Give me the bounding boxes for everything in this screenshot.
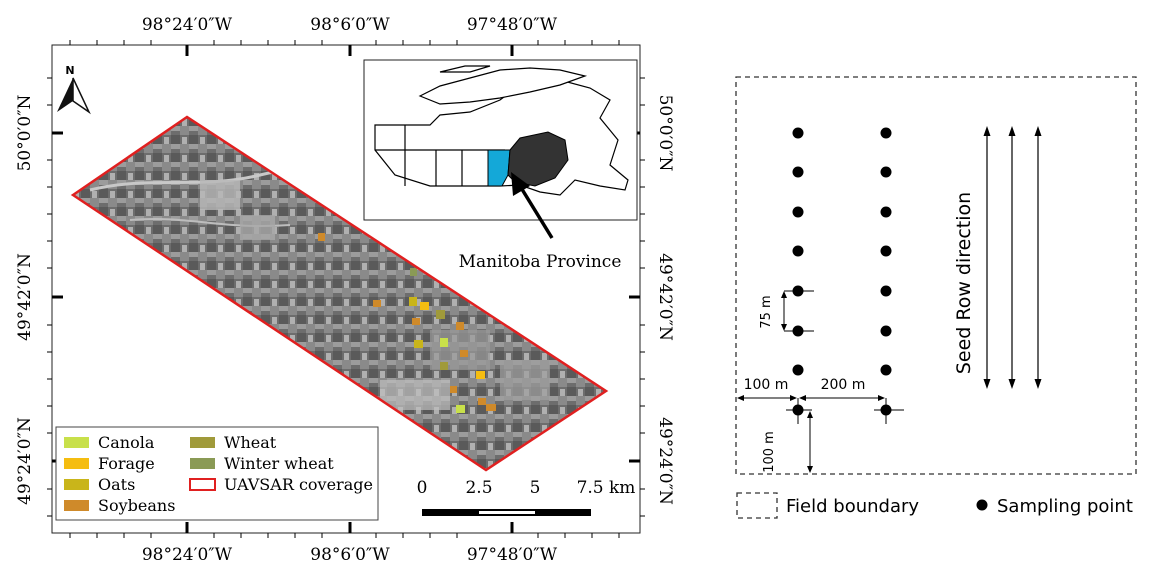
- sampling-point: [880, 325, 892, 337]
- inset-arrow-line: [518, 185, 554, 239]
- map-legend: Canola Forage Oats Soybeans Wheat Winter whea…: [55, 426, 379, 521]
- sampling-point: [880, 285, 892, 297]
- legend-boundary-label: Field boundary: [786, 496, 919, 517]
- manitoba-highlight: [487, 149, 511, 187]
- sampling-point: [792, 166, 804, 178]
- field-boundary-rect: [735, 76, 1137, 475]
- legend-swatch: [190, 437, 215, 448]
- scalebar-label-2: 5: [530, 478, 541, 498]
- legend-label: Oats: [98, 475, 135, 494]
- legend-point-swatch: [976, 499, 988, 511]
- legend-swatch: [64, 479, 89, 490]
- sampling-point: [880, 206, 892, 218]
- seed-row-arrowheads: [983, 126, 1042, 389]
- lat-label-right-1: 50°0′0″N: [655, 95, 675, 172]
- sampling-points-col2: [880, 127, 892, 416]
- uavsar-coverage-outline: [70, 115, 609, 472]
- map-frame-ticks: [47, 40, 645, 538]
- scalebar-label-3: 7.5 km: [577, 478, 636, 498]
- sampling-point: [792, 206, 804, 218]
- north-label: N: [65, 64, 74, 77]
- legend-swatch: [64, 500, 89, 511]
- legend-label: Forage: [98, 454, 155, 473]
- lat-label-left-2: 49°42′0″N: [15, 253, 35, 341]
- legend-swatch: [64, 458, 89, 469]
- lat-label-right-2: 49°42′0″N: [655, 253, 675, 341]
- scalebar-segment: [479, 511, 535, 514]
- sampling-points-col1: [792, 127, 804, 416]
- legend-label: Wheat: [224, 433, 277, 452]
- north-arrow-icon: N: [57, 64, 91, 115]
- legend-label: UAVSAR coverage: [224, 475, 373, 494]
- inset-label: Manitoba Province: [459, 252, 622, 272]
- scale-bar: 0 2.5 5 7.5 km: [417, 478, 636, 516]
- sampling-point: [880, 245, 892, 257]
- lon-label-top-3: 97°48′0″W: [467, 15, 558, 35]
- sampling-point: [792, 127, 804, 139]
- lon-label-top-1: 98°24′0″W: [142, 15, 233, 35]
- legend-boundary-swatch: [736, 492, 778, 519]
- legend-swatch: [64, 437, 89, 448]
- sampling-point: [792, 364, 804, 376]
- lat-label-right-3: 49°24′0″N: [655, 417, 675, 505]
- scalebar-label-1: 2.5: [465, 478, 492, 498]
- legend-label: Winter wheat: [224, 454, 334, 473]
- dimension-lines: [738, 290, 904, 472]
- legend-point-label: Sampling point: [997, 496, 1133, 517]
- inset-arrow-head: [511, 172, 530, 196]
- seed-row-label: Seed Row direction: [953, 192, 975, 374]
- sampling-point: [880, 127, 892, 139]
- lat-label-left-1: 50°0′0″N: [15, 94, 35, 171]
- dim-100-h-label: 100 m: [744, 377, 789, 393]
- map-major-ticks: [52, 45, 640, 533]
- dim-200-label: 200 m: [821, 377, 866, 393]
- dim-100-v-label: 100 m: [762, 431, 777, 473]
- ontario-region: [507, 131, 569, 187]
- dimension-arrowheads: [737, 291, 885, 473]
- inset-map: [363, 59, 638, 239]
- legend-box: [55, 426, 379, 521]
- crop-patches: [318, 233, 496, 413]
- sampling-point: [792, 245, 804, 257]
- legend-label: Canola: [98, 433, 155, 452]
- sampling-point: [880, 166, 892, 178]
- lon-label-bottom-2: 98°6′0″W: [310, 545, 390, 565]
- seed-row-arrows: [986, 130, 1039, 385]
- canada-outline: [374, 65, 629, 196]
- legend-swatch: [189, 478, 216, 491]
- lat-label-left-3: 49°24′0″N: [15, 417, 35, 505]
- legend-swatch: [190, 458, 215, 469]
- sampling-point: [880, 364, 892, 376]
- legend-label: Soybeans: [98, 496, 175, 515]
- field-schematic: 75 m 100 m 200 m 100 m Seed Row directio…: [735, 76, 1137, 519]
- scalebar-label-0: 0: [417, 478, 428, 498]
- dim-75-label: 75 m: [759, 295, 774, 328]
- map-panel: 98°24′0″W 98°6′0″W 97°48′0″W 98°24′0″W 9…: [15, 15, 675, 565]
- lon-label-top-2: 98°6′0″W: [310, 15, 390, 35]
- lon-label-bottom-1: 98°24′0″W: [142, 545, 233, 565]
- lon-label-bottom-3: 97°48′0″W: [467, 545, 558, 565]
